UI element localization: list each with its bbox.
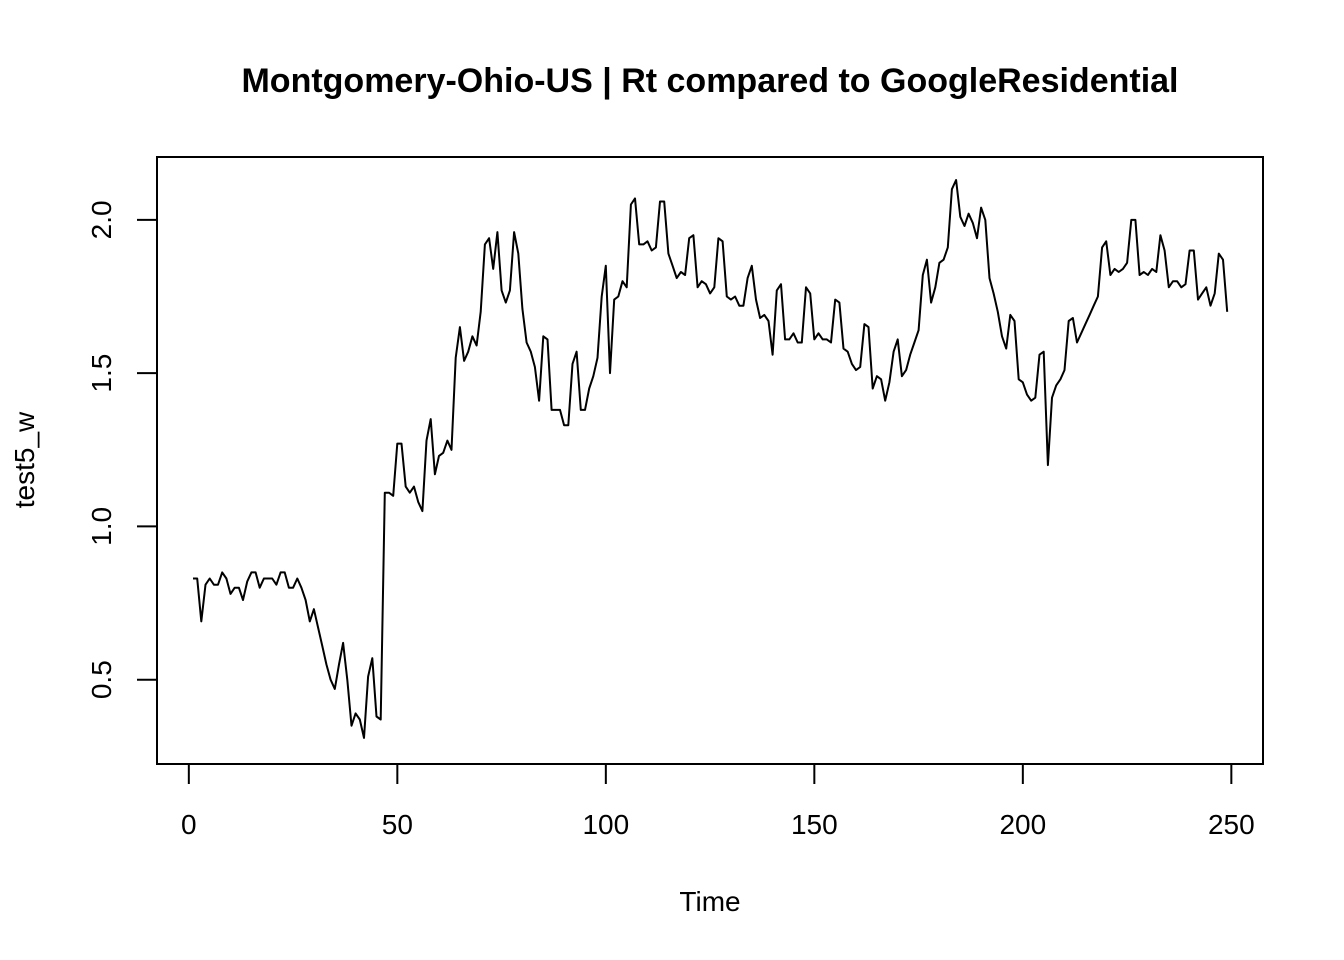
x-tick-label: 100 (582, 809, 629, 840)
x-tick-label: 200 (999, 809, 1046, 840)
x-tick-label: 250 (1208, 809, 1255, 840)
x-axis-label: Time (679, 886, 740, 917)
y-tick-label: 1.5 (86, 354, 117, 393)
x-tick-label: 0 (181, 809, 197, 840)
y-tick-label: 2.0 (86, 200, 117, 239)
series-line (193, 179, 1229, 739)
y-axis: 0.5 1.0 1.5 2.0 (86, 200, 158, 699)
y-tick-label: 0.5 (86, 660, 117, 699)
x-tick-label: 50 (382, 809, 413, 840)
plot-area-border (156, 156, 1264, 765)
y-axis-label: test5_w (9, 411, 40, 508)
y-tick-label: 1.0 (86, 507, 117, 546)
x-axis: 0 50 100 150 200 250 (181, 763, 1255, 840)
series-layer (193, 179, 1229, 739)
x-tick-label: 150 (791, 809, 838, 840)
chart-title: Montgomery-Ohio-US | Rt compared to Goog… (241, 62, 1178, 100)
